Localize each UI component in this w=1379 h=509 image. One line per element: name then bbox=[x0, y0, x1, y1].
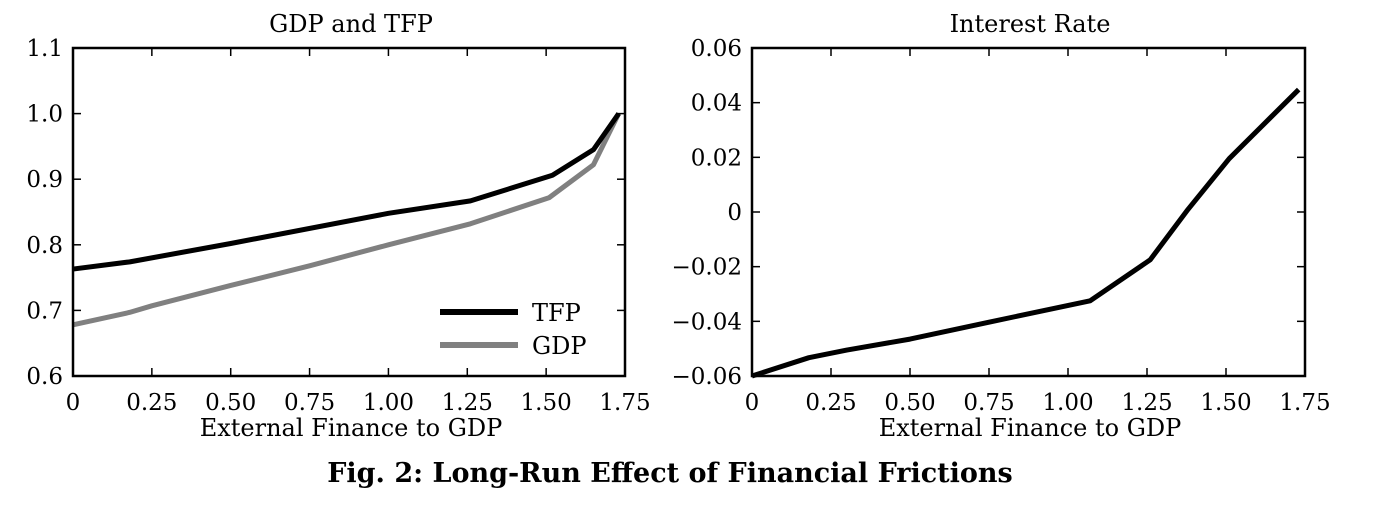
chart-interest-rate: Interest Rate 0 0.25 0.50 0.75 1.00 1.25 1.50 1… bbox=[672, 10, 1331, 442]
chart-title: Interest Rate bbox=[950, 10, 1111, 38]
series-line-tfp bbox=[72, 112, 621, 272]
series-lines bbox=[72, 112, 621, 328]
series-line-interest-rate bbox=[751, 87, 1301, 379]
figure-caption: Fig. 2: Long-Run Effect of Financial Fri… bbox=[327, 458, 1013, 489]
y-tick-label: 0.06 bbox=[691, 36, 742, 62]
x-tick-label: 0.25 bbox=[805, 390, 856, 416]
y-tick-label: −0.06 bbox=[672, 364, 742, 390]
x-axis-label: External Finance to GDP bbox=[200, 414, 503, 442]
y-tick-label: 1.0 bbox=[26, 102, 63, 128]
axis-ticks: 0 0.25 0.50 0.75 1.00 1.25 1.50 1.75 0.6 0.7 0.8 0.… bbox=[26, 36, 650, 416]
chart-title: GDP and TFP bbox=[269, 10, 433, 38]
x-tick-label: 0 bbox=[66, 390, 81, 416]
axis-ticks: 0 0.25 0.50 0.75 1.00 1.25 1.50 1.75 −0.06 −0.04 −… bbox=[672, 36, 1331, 416]
x-tick-label: 1.50 bbox=[521, 390, 572, 416]
x-tick-label: 1.25 bbox=[442, 390, 493, 416]
legend: TFP GDP bbox=[440, 299, 587, 360]
y-tick-label: 1.1 bbox=[26, 36, 63, 62]
y-tick-label: 0.9 bbox=[26, 167, 63, 193]
x-tick-label: 0.75 bbox=[963, 390, 1014, 416]
y-tick-label: 0.7 bbox=[26, 298, 63, 324]
y-tick-label: 0.6 bbox=[26, 364, 63, 390]
series-lines bbox=[751, 87, 1301, 379]
x-tick-label: 0.75 bbox=[284, 390, 335, 416]
x-tick-label: 1.00 bbox=[1042, 390, 1093, 416]
y-tick-label: 0.04 bbox=[691, 91, 742, 117]
y-tick-label: 0 bbox=[727, 200, 742, 226]
x-axis-label: External Finance to GDP bbox=[879, 414, 1182, 442]
y-tick-label: 0.8 bbox=[26, 233, 63, 259]
chart-gdp-tfp: GDP and TFP 0 0.25 0.50 0.75 1.00 1.25 1.50 1.7… bbox=[26, 10, 650, 442]
x-tick-label: 1.00 bbox=[363, 390, 414, 416]
y-tick-label: −0.04 bbox=[672, 309, 742, 335]
x-tick-label: 0.50 bbox=[205, 390, 256, 416]
x-tick-label: 0.25 bbox=[126, 390, 177, 416]
legend-label-gdp: GDP bbox=[532, 332, 587, 360]
plot-frame bbox=[71, 46, 627, 378]
legend-label-tfp: TFP bbox=[532, 299, 581, 327]
series-line-gdp bbox=[72, 112, 621, 328]
y-tick-label: 0.02 bbox=[691, 145, 742, 171]
x-tick-label: 0.50 bbox=[884, 390, 935, 416]
x-tick-label: 1.75 bbox=[599, 390, 650, 416]
x-tick-label: 1.50 bbox=[1200, 390, 1251, 416]
y-tick-label: −0.02 bbox=[672, 255, 742, 281]
x-tick-label: 1.75 bbox=[1279, 390, 1330, 416]
x-tick-label: 0 bbox=[745, 390, 760, 416]
x-tick-label: 1.25 bbox=[1121, 390, 1172, 416]
figure: GDP and TFP 0 0.25 0.50 0.75 1.00 1.25 1.50 1.7… bbox=[26, 10, 1331, 442]
plot-frame bbox=[750, 46, 1307, 378]
